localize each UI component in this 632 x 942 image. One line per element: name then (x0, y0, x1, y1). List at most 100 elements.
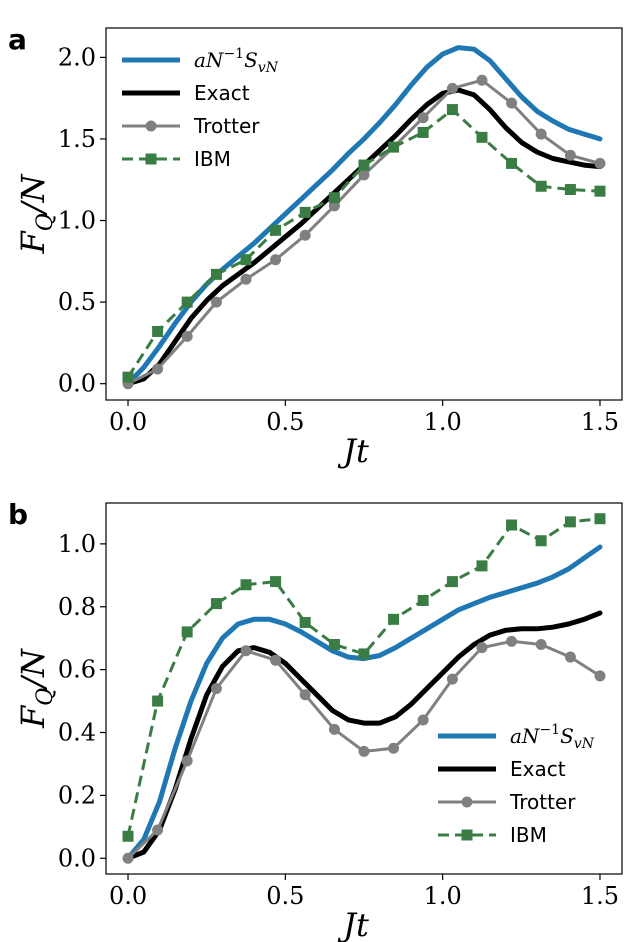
ibm-point (417, 594, 429, 606)
y-tick-label: 2.0 (58, 43, 96, 71)
legend-label: aN−1SvN (510, 722, 595, 752)
x-tick-label: 1.0 (424, 882, 462, 910)
y-tick-label: 1.0 (58, 530, 96, 558)
legend-marker (461, 829, 473, 841)
legend: aN−1SvN Exact Trotter IBM (122, 46, 279, 171)
trotter-point (446, 82, 458, 94)
panel-b: b 0.0 0.5 1.0 1.5 0.0 0.2 0.4 0.6 0.8 1.0 Jt FQ/N aN−… (8, 498, 623, 942)
x-tick-label: 1.5 (581, 408, 619, 436)
y-tick-label: 0.0 (58, 370, 96, 398)
x-axis-label: Jt (337, 432, 369, 470)
trotter-point (210, 683, 222, 694)
legend-label: Exact (194, 81, 250, 105)
trotter-point (328, 723, 340, 735)
trotter-point (446, 673, 458, 685)
ibm-point (594, 513, 606, 525)
x-tick-label: 0.0 (109, 408, 147, 436)
trotter-point (152, 824, 164, 836)
trotter-point (122, 852, 134, 864)
trotter-point (594, 670, 606, 682)
series-line-1 (125, 610, 603, 861)
y-tick-label: 0.8 (58, 593, 96, 621)
trotter-point (564, 651, 576, 663)
ibm-point (299, 616, 311, 628)
legend-marker (145, 120, 157, 132)
trotter-point (417, 714, 429, 726)
legend-label: aN−1SvN (194, 46, 279, 76)
ibm-point (328, 192, 340, 204)
trotter-point (476, 74, 488, 86)
ibm-point (535, 535, 547, 547)
legend-label: Trotter (193, 114, 260, 138)
trotter-point (506, 97, 518, 109)
legend-marker (461, 796, 473, 808)
x-tick-label: 0.5 (266, 408, 304, 436)
y-tick-label: 0.2 (58, 781, 96, 809)
y-tick-label: 0.0 (58, 844, 96, 872)
ibm-point (564, 516, 576, 528)
x-tick-label: 1.5 (581, 882, 619, 910)
trotter-point (210, 296, 222, 308)
x-tick-label: 0.5 (266, 882, 304, 910)
ibm-point (299, 206, 311, 218)
y-tick-label: 0.4 (58, 719, 96, 747)
trotter-point (240, 273, 252, 285)
y-tick-label: 1.5 (58, 125, 96, 153)
y-tick-label: 0.5 (58, 288, 96, 316)
legend-label: IBM (194, 147, 231, 171)
ibm-point (417, 126, 429, 138)
ibm-point (152, 695, 164, 707)
y-tick-label: 0.6 (58, 656, 96, 684)
trotter-point (358, 745, 370, 757)
ibm-point (388, 613, 400, 625)
trotter-point (506, 635, 518, 647)
series-line-3 (126, 517, 601, 837)
ibm-point (594, 185, 606, 197)
ibm-point (446, 104, 458, 116)
ibm-point (506, 519, 518, 531)
trotter-point (240, 645, 252, 657)
trotter-point (594, 157, 606, 169)
ibm-point (122, 371, 134, 383)
legend: aN−1SvN Exact Trotter IBM (438, 722, 595, 847)
panel-a: a 0.0 0.5 1.0 1.5 0.0 0.5 1.0 1.5 2.0 Jt FQ/N aN−1Sv… (8, 23, 623, 470)
trotter-point (181, 755, 193, 767)
ibm-point (506, 157, 518, 169)
ibm-point (476, 560, 488, 572)
trotter-point (476, 642, 488, 654)
ibm-point (446, 576, 458, 588)
trotter-point (181, 330, 193, 342)
legend-label: Trotter (509, 790, 576, 814)
ibm-point (388, 141, 400, 153)
x-tick-label: 1.0 (424, 408, 462, 436)
legend-label: Exact (510, 757, 566, 781)
panel-label: a (8, 23, 27, 56)
x-axis-label: Jt (337, 906, 369, 942)
y-tick-label: 1.0 (58, 207, 96, 235)
y-axis-label: FQ/N (14, 648, 58, 729)
series-line-3 (126, 108, 601, 379)
plot-area (122, 513, 606, 864)
panel-label: b (8, 498, 28, 531)
trotter-point (299, 689, 311, 701)
legend-label: IBM (510, 823, 547, 847)
x-tick-label: 0.0 (109, 882, 147, 910)
ibm-point (564, 184, 576, 196)
ibm-point (358, 159, 370, 171)
trotter-point (152, 363, 164, 375)
ibm-point (270, 576, 282, 588)
ibm-point (476, 131, 488, 143)
ibm-point (181, 296, 193, 308)
ibm-point (181, 626, 193, 638)
trotter-point (270, 254, 282, 266)
trotter-point (535, 128, 547, 140)
ibm-point (210, 268, 222, 280)
trotter-point (417, 112, 429, 124)
ibm-point (122, 830, 134, 842)
plot-area (122, 45, 606, 390)
ibm-point (270, 224, 282, 236)
ibm-point (240, 579, 252, 591)
trotter-point (358, 169, 370, 181)
trotter-point (270, 654, 282, 666)
